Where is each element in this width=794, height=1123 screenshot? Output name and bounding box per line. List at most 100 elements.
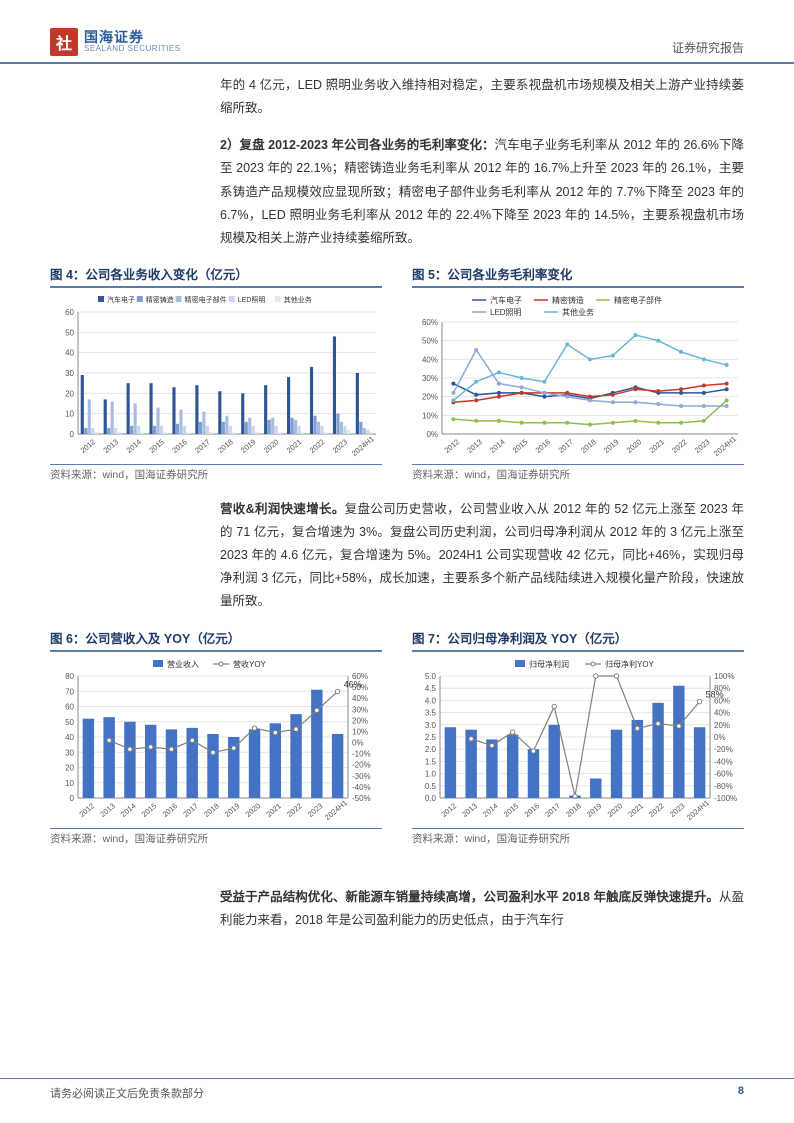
svg-text:-40%: -40%	[352, 782, 371, 791]
svg-text:2021: 2021	[626, 801, 645, 819]
fig6-chart: 01020304050607080-50%-40%-30%-20%-10%0%1…	[50, 656, 382, 826]
svg-text:2022: 2022	[308, 437, 327, 455]
fig5-rule	[412, 286, 744, 288]
svg-text:30%: 30%	[352, 705, 368, 714]
svg-text:0: 0	[70, 794, 75, 803]
fig7-title: 图 7：公司归母净利润及 YOY（亿元）	[412, 628, 744, 647]
fig4-chart: 0102030405060汽车电子精密铸造精密电子部件LED照明其他业务2012…	[50, 292, 382, 462]
page-content: 年的 4 亿元，LED 照明业务收入维持相对稳定，主要系视盘机市场规模及相关上游…	[0, 64, 794, 932]
svg-text:40%: 40%	[352, 694, 368, 703]
svg-text:2012: 2012	[439, 801, 458, 819]
svg-text:2012: 2012	[79, 437, 98, 455]
fig4-title: 图 4：公司各业务收入变化（亿元）	[50, 264, 382, 283]
svg-text:1.5: 1.5	[425, 757, 437, 766]
svg-text:2015: 2015	[511, 437, 530, 455]
svg-text:2021: 2021	[264, 801, 283, 819]
svg-text:2016: 2016	[161, 801, 180, 819]
fig6-source: 资料来源：wind，国海证券研究所	[50, 828, 382, 846]
svg-text:60%: 60%	[422, 318, 438, 327]
svg-text:40: 40	[65, 733, 74, 742]
svg-text:2020: 2020	[606, 801, 625, 819]
svg-text:4.5: 4.5	[425, 684, 437, 693]
paragraph-1: 年的 4 亿元，LED 照明业务收入维持相对稳定，主要系视盘机市场规模及相关上游…	[220, 74, 744, 120]
svg-text:2014: 2014	[124, 437, 143, 455]
svg-text:2018: 2018	[579, 437, 598, 455]
fig7-chart: 0.00.51.01.52.02.53.03.54.04.55.0-100%-8…	[412, 656, 744, 826]
svg-text:归母净利润: 归母净利润	[529, 659, 569, 669]
paragraph-3: 营收&利润快速增长。复盘公司历史营收，公司营业收入从 2012 年的 52 亿元…	[220, 498, 744, 614]
svg-text:2014: 2014	[488, 437, 507, 455]
svg-text:营收YOY: 营收YOY	[233, 659, 267, 669]
svg-text:60: 60	[65, 702, 74, 711]
svg-text:2016: 2016	[523, 801, 542, 819]
svg-text:2022: 2022	[285, 801, 304, 819]
svg-text:-10%: -10%	[352, 749, 371, 758]
figure-row-2: 图 6：公司营收入及 YOY（亿元） 01020304050607080-50%…	[50, 628, 744, 846]
svg-text:2013: 2013	[460, 801, 479, 819]
fig4-source: 资料来源：wind，国海证券研究所	[50, 464, 382, 482]
svg-text:2023: 2023	[331, 437, 350, 455]
svg-text:-20%: -20%	[352, 760, 371, 769]
svg-text:2019: 2019	[585, 801, 604, 819]
svg-text:2024H1: 2024H1	[685, 798, 711, 822]
svg-text:2023: 2023	[693, 437, 712, 455]
svg-text:0.0: 0.0	[425, 794, 437, 803]
svg-text:0%: 0%	[352, 738, 364, 747]
svg-text:2013: 2013	[98, 801, 117, 819]
figure-6: 图 6：公司营收入及 YOY（亿元） 01020304050607080-50%…	[50, 628, 382, 846]
svg-text:40%: 40%	[422, 355, 438, 364]
svg-text:10%: 10%	[422, 411, 438, 420]
svg-text:2014: 2014	[119, 801, 138, 819]
svg-text:2017: 2017	[193, 437, 212, 455]
figure-7: 图 7：公司归母净利润及 YOY（亿元） 0.00.51.01.52.02.53…	[412, 628, 744, 846]
svg-text:10: 10	[65, 778, 74, 787]
p3-bold: 营收&利润快速增长。	[220, 502, 345, 516]
svg-text:-100%: -100%	[714, 794, 737, 803]
svg-text:-80%: -80%	[714, 781, 733, 790]
svg-text:0%: 0%	[714, 733, 726, 742]
svg-text:-40%: -40%	[714, 757, 733, 766]
svg-text:2013: 2013	[101, 437, 120, 455]
svg-text:0: 0	[70, 430, 75, 439]
footer-disclaimer: 请务必阅读正文后免责条款部分	[50, 1085, 204, 1101]
svg-text:2018: 2018	[564, 801, 583, 819]
svg-text:2019: 2019	[239, 437, 258, 455]
svg-text:80: 80	[65, 672, 74, 681]
svg-text:100%: 100%	[714, 672, 734, 681]
figure-4: 图 4：公司各业务收入变化（亿元） 0102030405060汽车电子精密铸造精…	[50, 264, 382, 482]
svg-text:70: 70	[65, 687, 74, 696]
svg-text:20: 20	[65, 389, 74, 398]
svg-text:60: 60	[65, 308, 74, 317]
svg-text:2.0: 2.0	[425, 745, 437, 754]
svg-text:4.0: 4.0	[425, 696, 437, 705]
svg-text:46%: 46%	[344, 679, 362, 689]
fig4-rule	[50, 286, 382, 288]
logo-mark-icon: 社	[50, 28, 78, 56]
svg-text:-20%: -20%	[714, 745, 733, 754]
paragraph-4: 受益于产品结构优化、新能源车销量持续高增，公司盈利水平 2018 年触底反弹快速…	[220, 886, 744, 932]
svg-text:2015: 2015	[502, 801, 521, 819]
page-footer: 请务必阅读正文后免责条款部分 8	[0, 1078, 794, 1101]
paragraph-2: 2）复盘 2012-2023 年公司各业务的毛利率变化：汽车电子业务毛利率从 2…	[220, 134, 744, 250]
svg-text:30%: 30%	[422, 374, 438, 383]
svg-text:2023: 2023	[668, 801, 687, 819]
svg-text:-30%: -30%	[352, 771, 371, 780]
svg-text:1.0: 1.0	[425, 769, 437, 778]
fig6-title: 图 6：公司营收入及 YOY（亿元）	[50, 628, 382, 647]
svg-text:50: 50	[65, 328, 74, 337]
svg-text:2021: 2021	[285, 437, 304, 455]
svg-text:汽车电子: 汽车电子	[107, 295, 135, 304]
fig5-source: 资料来源：wind，国海证券研究所	[412, 464, 744, 482]
svg-text:2.5: 2.5	[425, 733, 437, 742]
svg-text:2020: 2020	[262, 437, 281, 455]
fig7-source: 资料来源：wind，国海证券研究所	[412, 828, 744, 846]
p3-rest: 复盘公司历史营收，公司营业收入从 2012 年的 52 亿元上涨至 2023 年…	[220, 502, 744, 609]
svg-text:2022: 2022	[670, 437, 689, 455]
svg-text:2014: 2014	[481, 801, 500, 819]
svg-text:30: 30	[65, 748, 74, 757]
fig5-chart: 0%10%20%30%40%50%60%汽车电子精密铸造精密电子部件LED照明其…	[412, 292, 744, 462]
svg-text:3.5: 3.5	[425, 708, 437, 717]
svg-text:精密电子部件: 精密电子部件	[185, 295, 227, 304]
page-number: 8	[738, 1085, 744, 1101]
fig5-title: 图 5：公司各业务毛利率变化	[412, 264, 744, 283]
